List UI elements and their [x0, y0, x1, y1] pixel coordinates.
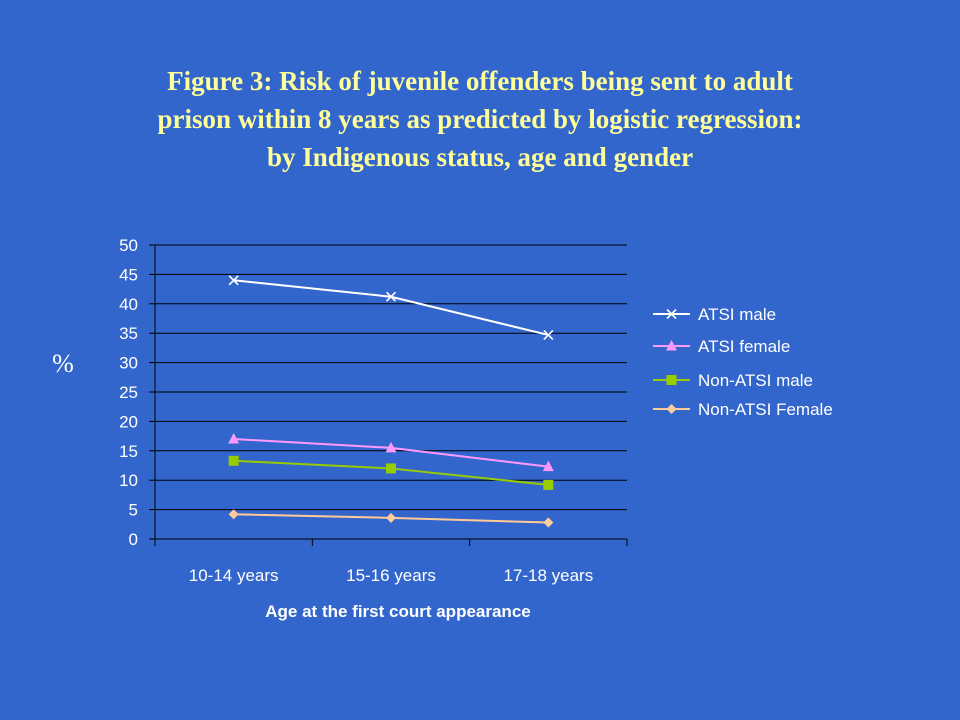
- square-marker: [666, 375, 677, 385]
- series: [228, 455, 554, 490]
- series: [228, 275, 554, 341]
- x-marker: [228, 275, 239, 286]
- legend-label: ATSI male: [698, 305, 776, 324]
- axes: [149, 244, 628, 546]
- legend-label: Non-ATSI Female: [698, 400, 833, 419]
- legend-label: Non-ATSI male: [698, 371, 813, 390]
- y-tick-label: 40: [119, 295, 138, 314]
- y-tick-label: 20: [119, 412, 138, 431]
- triangle-marker: [542, 460, 554, 472]
- series: [228, 433, 554, 472]
- y-tick-label: 50: [119, 236, 138, 255]
- chart-title: Figure 3: Risk of juvenile offenders bei…: [40, 62, 920, 176]
- square-marker: [543, 479, 554, 490]
- title-line: Figure 3: Risk of juvenile offenders bei…: [167, 66, 793, 96]
- square-marker: [228, 455, 239, 466]
- series-line: [233, 279, 549, 336]
- diamond-marker: [228, 509, 239, 520]
- diamond-marker: [386, 512, 396, 523]
- y-tick-label: 15: [119, 442, 138, 461]
- gridlines: [155, 244, 627, 511]
- y-tick-label: 30: [119, 354, 138, 373]
- triangle-marker: [228, 433, 240, 444]
- legend: ATSI male ATSI female Non-ATSI male Non-ATS…: [653, 305, 833, 419]
- x-tick-label: 10-14 years: [189, 566, 279, 585]
- legend-item: Non-ATSI male: [653, 371, 813, 390]
- x-marker: [385, 291, 397, 302]
- y-axis-unit-label: %: [52, 349, 74, 378]
- x-tick-label: 15-16 years: [346, 566, 436, 585]
- diamond-marker: [666, 404, 677, 414]
- legend-item: ATSI male: [653, 305, 776, 324]
- x-marker-stroke: [543, 329, 554, 341]
- legend-item: Non-ATSI Female: [653, 400, 833, 419]
- series-lines: [228, 275, 554, 528]
- square-marker: [386, 463, 396, 474]
- x-marker: [666, 308, 677, 320]
- y-tick-label: 10: [119, 471, 138, 490]
- title-line: by Indigenous status, age and gender: [266, 142, 694, 172]
- y-tick-label: 25: [119, 383, 138, 402]
- x-axis-title: Age at the first court appearance: [265, 602, 530, 621]
- series: [228, 509, 554, 528]
- x-tick-label: 17-18 years: [503, 566, 593, 585]
- y-tick-label: 0: [129, 530, 138, 549]
- legend-label: ATSI female: [698, 337, 790, 356]
- legend-item: ATSI female: [653, 337, 790, 356]
- x-tick-labels: 10-14 years 15-16 years 17-18 years: [189, 566, 593, 585]
- y-tick-label: 45: [119, 265, 138, 284]
- x-marker: [543, 329, 554, 341]
- y-tick-labels: 0 5 10 15 20 25 30 35 40 45 50: [119, 236, 138, 549]
- diamond-marker: [543, 517, 554, 528]
- x-marker-stroke: [228, 275, 239, 286]
- triangle-marker: [385, 441, 397, 453]
- triangle-marker: [666, 340, 677, 351]
- x-marker-stroke: [666, 308, 677, 320]
- y-tick-label: 35: [119, 324, 138, 343]
- title-line: prison within 8 years as predicted by lo…: [157, 104, 803, 134]
- x-marker-stroke: [385, 291, 397, 302]
- y-tick-label: 5: [129, 501, 138, 520]
